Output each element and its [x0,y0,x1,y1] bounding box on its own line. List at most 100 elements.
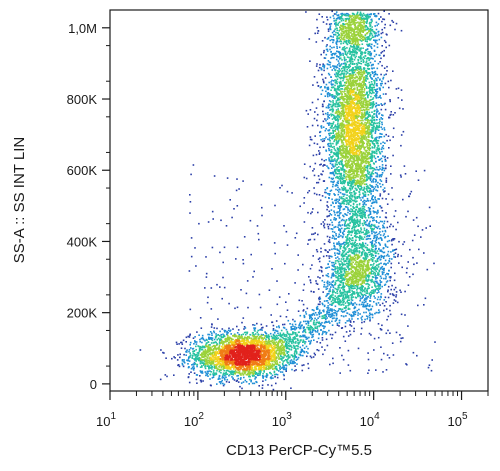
event-point [366,20,368,23]
event-point [216,283,218,286]
event-point [372,179,374,181]
event-point [366,297,368,300]
event-point [361,251,364,253]
event-point [373,231,375,233]
event-point [331,284,333,286]
event-point [359,185,361,187]
event-point [355,225,358,227]
event-point [228,381,230,383]
event-point [353,307,355,310]
event-point [329,213,331,215]
event-point [370,135,373,138]
event-point [373,150,376,153]
event-point [291,368,293,371]
event-point [236,379,238,382]
event-point [375,200,378,202]
event-point [313,339,315,341]
event-point [351,318,353,320]
event-point [328,129,330,132]
event-point [342,273,345,275]
event-point [379,328,382,330]
event-point [379,250,381,252]
event-point [303,316,306,319]
event-point [248,378,251,381]
event-point [333,17,335,20]
event-point [185,354,187,356]
event-point [377,76,379,79]
event-point [331,163,334,166]
event-point [372,119,374,121]
event-point [256,225,259,227]
event-point [317,311,320,314]
event-point [330,286,332,288]
event-point [348,268,350,271]
event-point [343,70,346,72]
event-point [383,352,385,355]
event-point [418,248,420,251]
event-point [350,197,352,200]
event-point [322,309,325,311]
event-point [363,194,365,197]
event-point [357,223,359,226]
event-point [296,333,298,336]
event-point [374,226,377,228]
event-point [338,84,341,87]
event-point [342,42,345,45]
event-point [394,210,397,212]
event-point [222,372,225,374]
event-point [335,188,337,191]
event-point [347,18,350,20]
event-point [358,13,361,16]
event-point [253,329,256,331]
event-point [316,321,319,324]
event-point [329,103,332,106]
event-point [345,252,347,255]
event-point [326,317,328,319]
event-point [369,21,371,24]
event-point [354,214,356,217]
event-point [383,74,386,76]
event-point [337,85,339,88]
event-point [369,74,372,76]
event-point [389,309,391,312]
event-point [328,290,331,293]
event-point [356,65,358,67]
event-point [351,186,354,188]
event-point [370,13,372,16]
event-point [331,248,333,251]
event-point [372,199,375,201]
event-point [328,197,330,199]
event-point [367,94,369,97]
event-point [285,301,287,303]
event-point [326,223,329,226]
event-point [315,306,318,309]
event-point [330,228,333,230]
event-point [262,376,264,378]
event-point [381,271,384,273]
event-point [208,365,211,367]
event-point [283,374,285,377]
event-point [377,156,379,158]
event-point [343,230,346,232]
event-point [333,274,335,276]
event-point [316,305,319,308]
event-point [320,86,322,88]
event-point [326,16,328,18]
event-point [331,230,334,233]
event-point [321,195,324,197]
event-point [431,359,433,361]
event-point [357,230,360,233]
event-point [386,203,389,205]
event-point [345,225,347,227]
event-point [187,359,190,361]
event-point [318,257,321,259]
event-point [369,251,371,253]
event-point [283,335,286,337]
event-point [378,311,381,313]
event-point [349,65,351,67]
event-point [391,243,393,246]
event-point [266,375,268,378]
event-point [181,343,184,345]
event-point [333,297,335,300]
